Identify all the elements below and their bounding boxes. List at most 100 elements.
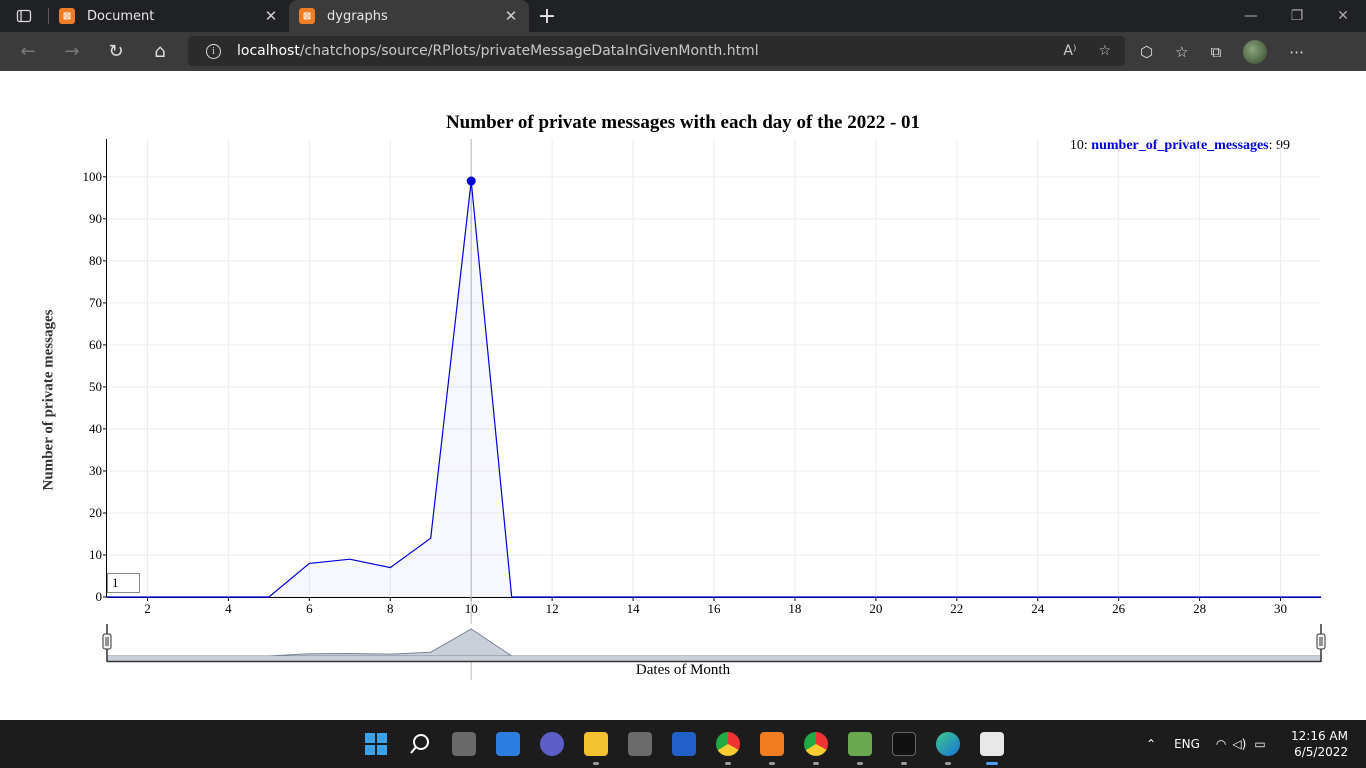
legend-x-value: 10 <box>1069 138 1084 153</box>
x-tick-label: 4 <box>225 601 232 616</box>
active-indicator <box>986 762 998 765</box>
language-indicator[interactable]: ENG <box>1174 737 1200 751</box>
y-tick-label: 80 <box>89 253 102 268</box>
y-tick-label: 60 <box>89 337 102 352</box>
x-tick-label: 14 <box>627 601 641 616</box>
add-favorite-icon[interactable]: ☆ <box>1098 43 1111 59</box>
info-icon[interactable]: i <box>206 43 221 59</box>
file-explorer-icon[interactable] <box>584 732 608 756</box>
close-icon[interactable]: ✕ <box>264 7 278 25</box>
x-tick-label: 16 <box>708 601 722 616</box>
widgets-icon[interactable] <box>496 732 520 756</box>
url-host: localhost <box>237 43 300 59</box>
running-indicator <box>769 762 775 765</box>
tab-strip: ⊠ Document ✕ ⊠ dygraphs ✕ + — ❐ ✕ <box>0 0 1366 32</box>
forward-icon[interactable]: → <box>64 41 80 62</box>
clock-time: 12:16 AM <box>1291 729 1348 743</box>
x-axis-label: Dates of Month <box>635 662 731 678</box>
running-indicator <box>945 762 951 765</box>
notepad-icon[interactable] <box>848 732 872 756</box>
extensions-icon[interactable]: ⬡ <box>1140 42 1154 61</box>
range-handle-left[interactable] <box>102 633 112 650</box>
windows-start-icon[interactable] <box>364 732 388 756</box>
moon-app-icon[interactable] <box>628 732 652 756</box>
taskbar: ⌃ ENG ◠ ◁) ▭ 12:16 AM 6/5/2022 <box>0 720 1366 768</box>
chevron-up-icon[interactable]: ⌃ <box>1146 737 1157 751</box>
series-line <box>107 180 1321 598</box>
x-tick-label: 8 <box>387 601 394 616</box>
x-tick-label: 24 <box>1031 601 1045 616</box>
chart-legend: 10: number_of_private_messages: 99 <box>1069 138 1290 153</box>
y-tick-label: 30 <box>89 463 102 478</box>
collections-icon[interactable]: ⧉ <box>1210 42 1222 61</box>
chart-title: Number of private messages with each day… <box>445 112 921 133</box>
favorites-icon[interactable]: ☆ <box>1175 42 1189 61</box>
chat-icon[interactable] <box>540 732 564 756</box>
chrome-icon[interactable] <box>804 732 828 756</box>
tab-separator <box>48 8 49 24</box>
search-icon[interactable] <box>408 732 432 756</box>
read-aloud-icon[interactable]: A⁾ <box>1063 43 1077 59</box>
battery-icon[interactable]: ▭ <box>1254 737 1266 751</box>
close-icon[interactable]: ✕ <box>504 7 518 25</box>
back-icon[interactable]: ← <box>20 41 36 62</box>
range-handle-right[interactable] <box>1316 633 1326 650</box>
page-content: Number of private messages with each day… <box>0 71 1366 720</box>
legend-y-value: 99 <box>1276 138 1290 153</box>
y-tick-label: 20 <box>89 505 102 520</box>
x-tick-label: 18 <box>788 601 801 616</box>
running-indicator <box>901 762 907 765</box>
task-view-icon[interactable] <box>452 732 476 756</box>
tab-document[interactable]: ⊠ Document ✕ <box>49 0 289 32</box>
y-tick-label: 100 <box>83 169 103 184</box>
y-tick-label: 40 <box>89 421 102 436</box>
tab-dygraphs[interactable]: ⊠ dygraphs ✕ <box>289 0 529 32</box>
system-tray: ⌃ ENG ◠ ◁) ▭ <box>1146 720 1266 768</box>
xampp-icon: ⊠ <box>299 8 315 24</box>
xampp-icon: ⊠ <box>59 8 75 24</box>
url-text[interactable]: localhost/chatchops/source/RPlots/privat… <box>237 43 759 59</box>
tab-title: Document <box>87 8 155 24</box>
running-indicator <box>857 762 863 765</box>
legend-series-name: number_of_private_messages <box>1091 138 1269 153</box>
running-indicator <box>725 762 731 765</box>
tab-title: dygraphs <box>327 8 388 24</box>
window-controls: — ❐ ✕ <box>1228 0 1366 32</box>
rolling-period-input[interactable]: 1 <box>107 573 140 593</box>
xampp-icon[interactable] <box>760 732 784 756</box>
running-indicator <box>593 762 599 765</box>
terminal-icon[interactable] <box>892 732 916 756</box>
home-icon[interactable]: ⌂ <box>154 41 166 62</box>
range-selector-base <box>107 656 1321 662</box>
address-bar[interactable]: i localhost/chatchops/source/RPlots/priv… <box>188 36 1125 66</box>
refresh-icon[interactable]: ↻ <box>108 41 124 62</box>
y-tick-label: 10 <box>89 547 102 562</box>
restore-icon[interactable]: ❐ <box>1290 8 1304 24</box>
y-tick-label: 70 <box>89 295 102 310</box>
chrome-icon[interactable] <box>716 732 740 756</box>
x-tick-label: 20 <box>869 601 882 616</box>
more-menu-icon[interactable]: ⋯ <box>1289 42 1305 61</box>
x-tick-label: 22 <box>950 601 963 616</box>
x-tick-label: 30 <box>1274 601 1287 616</box>
browser-toolbar: ← → ↻ ⌂ i localhost/chatchops/source/RPl… <box>0 32 1366 71</box>
volume-icon[interactable]: ◁) <box>1232 737 1247 751</box>
x-tick-label: 2 <box>144 601 151 616</box>
x-tick-label: 26 <box>1112 601 1126 616</box>
snipping-tool-icon[interactable] <box>980 732 1004 756</box>
running-indicator <box>813 762 819 765</box>
new-tab-button[interactable]: + <box>537 3 557 29</box>
profile-avatar[interactable] <box>1243 39 1268 64</box>
close-window-icon[interactable]: ✕ <box>1337 8 1349 24</box>
app-icon[interactable] <box>672 732 696 756</box>
y-tick-label: 50 <box>89 379 102 394</box>
minimize-icon[interactable]: — <box>1244 8 1258 24</box>
wifi-icon[interactable]: ◠ <box>1215 737 1227 751</box>
tab-actions-icon[interactable] <box>0 0 48 32</box>
edge-icon[interactable] <box>936 732 960 756</box>
clock[interactable]: 12:16 AM 6/5/2022 <box>1291 728 1348 760</box>
y-tick-label: 0 <box>96 589 103 604</box>
url-path: /chatchops/source/RPlots/privateMessageD… <box>299 43 759 59</box>
x-tick-label: 12 <box>546 601 559 616</box>
